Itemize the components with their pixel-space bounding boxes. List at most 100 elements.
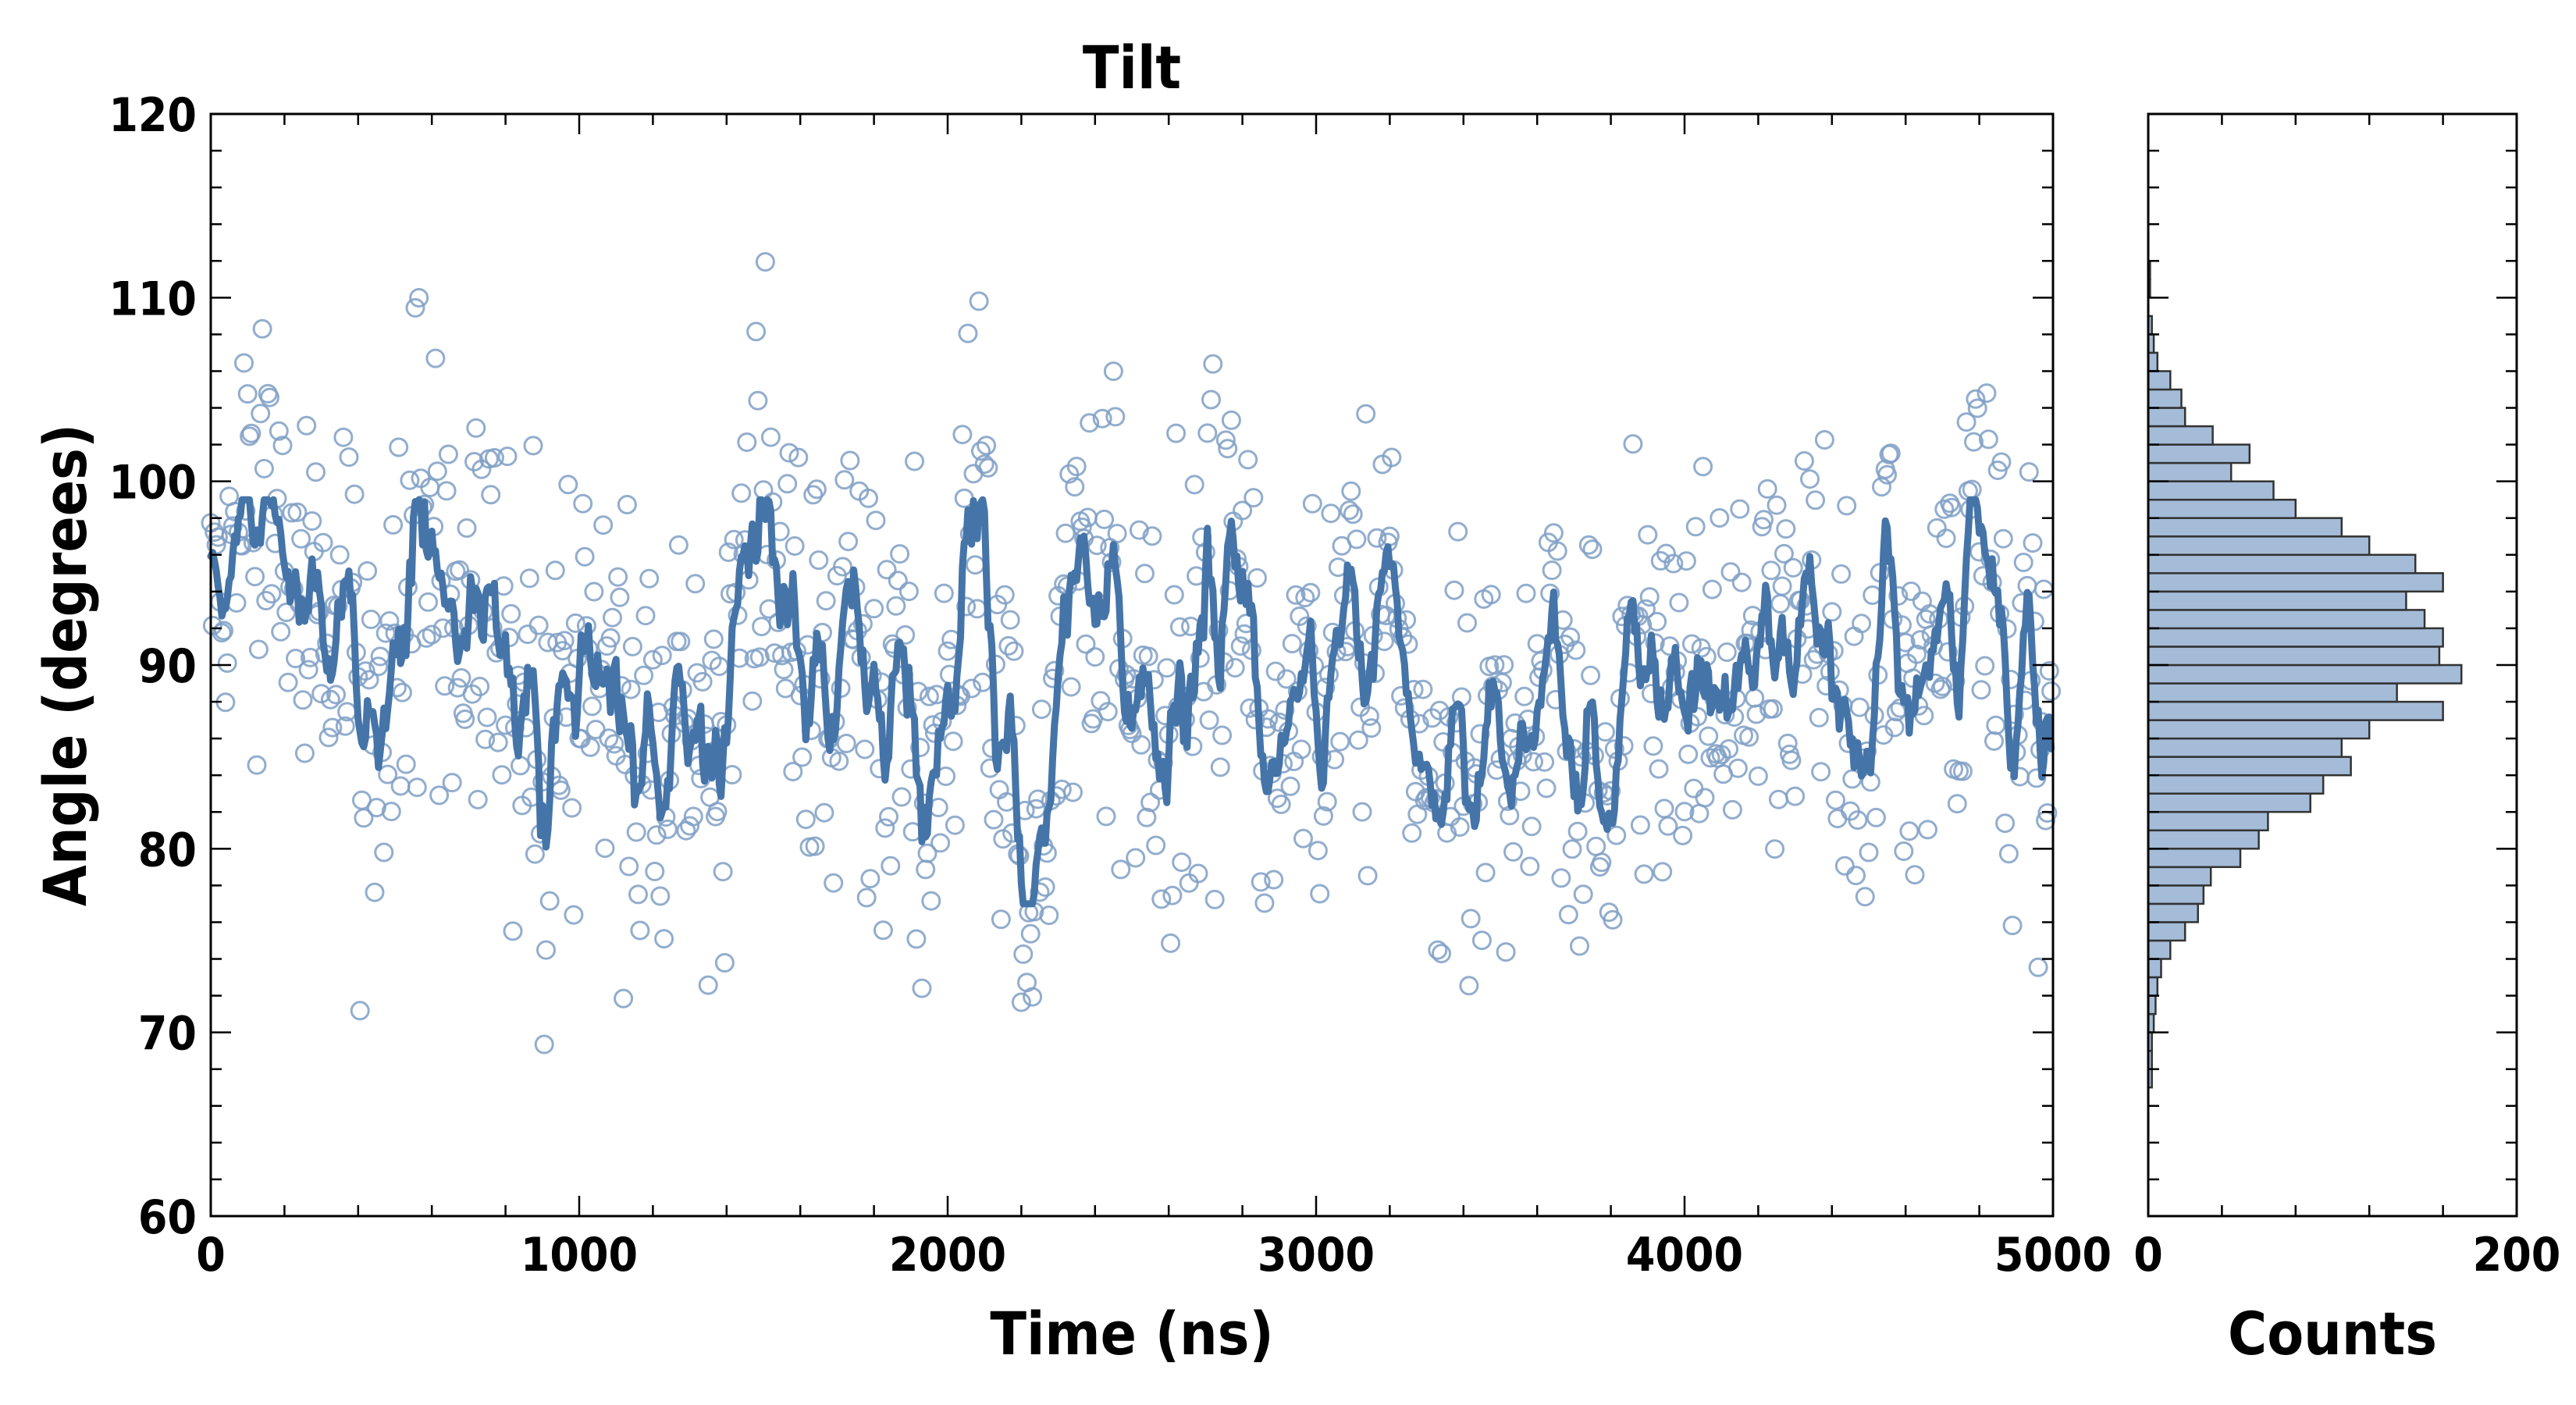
scatter-point [466, 418, 486, 438]
scatter-point [2033, 579, 2054, 599]
scatter-point [1986, 715, 2006, 735]
scatter-point [836, 734, 856, 753]
scatter-point [1215, 430, 1236, 450]
scatter-point [873, 920, 893, 941]
scatter-point [1494, 655, 1514, 675]
histogram-bar [2147, 700, 2444, 721]
scatter-point [381, 802, 401, 822]
scatter-point [855, 739, 875, 759]
scatter-point [503, 921, 523, 941]
scatter-point [1524, 752, 1543, 772]
scatter-point [748, 390, 768, 411]
scatter-point [774, 660, 794, 680]
scatter-point [1918, 820, 1937, 840]
scatter-point [1536, 778, 1557, 799]
scatter-point [260, 387, 279, 407]
scatter-point [1592, 852, 1612, 873]
chart-title: Tilt [1083, 33, 1181, 102]
scatter-point [958, 323, 978, 343]
scatter-point [1573, 884, 1593, 905]
histogram-bar [2147, 848, 2242, 869]
scatter-point [1218, 439, 1238, 459]
scatter-point [390, 776, 411, 796]
scatter-point [1432, 944, 1451, 964]
histogram-bar [2147, 811, 2269, 832]
scatter-point [906, 929, 927, 949]
scatter-point [335, 716, 355, 736]
scatter-point [1157, 658, 1177, 678]
scatter-point [1826, 790, 1845, 810]
scatter-point [962, 678, 982, 699]
scatter-point [1413, 679, 1433, 699]
scatter-point [1684, 778, 1704, 799]
scatter-point [1570, 936, 1589, 956]
scatter-point [322, 717, 343, 738]
scatter-point [895, 625, 916, 645]
scatter-point [1031, 699, 1051, 720]
scatter-point [245, 567, 265, 587]
scatter-point [1702, 579, 1722, 599]
scatter-point [400, 470, 420, 490]
scatter-point [1348, 730, 1368, 750]
scatter-point [1635, 599, 1656, 619]
scatter-point [1700, 748, 1720, 768]
scatter-point [1197, 423, 1218, 443]
scatter-point [293, 690, 313, 710]
scatter-point [864, 599, 884, 619]
scatter-point [1169, 617, 1190, 637]
scatter-point [1846, 866, 1866, 886]
scatter-point [737, 432, 757, 452]
scatter-point [1428, 940, 1448, 960]
scatter-point [1138, 646, 1158, 667]
scatter-point [375, 623, 396, 643]
scatter-point [252, 318, 272, 339]
scatter-point [1606, 825, 1627, 845]
scatter-point [1011, 992, 1031, 1012]
scatter-point [608, 567, 628, 587]
scatter-point [1450, 817, 1470, 837]
scatter-point [470, 677, 490, 696]
scatter-point [1693, 457, 1713, 477]
scatter-point [1663, 553, 1684, 574]
scatter-point [1720, 562, 1741, 582]
scatter-point [1394, 698, 1414, 718]
histogram-bar [2147, 682, 2398, 703]
scatter-point [603, 607, 622, 628]
scatter-point [374, 842, 394, 863]
scatter-point [806, 479, 827, 500]
scatter-point [1984, 731, 2004, 751]
scatter-point [2023, 533, 2043, 553]
scatter-point [614, 988, 634, 1008]
scatter-point [646, 825, 667, 845]
scatter-point [584, 582, 604, 602]
scatter-point [783, 762, 803, 781]
scatter-point [890, 544, 910, 564]
scatter-point [1906, 644, 1927, 664]
scatter-point [824, 873, 844, 893]
scatter-point [475, 729, 496, 749]
scatter-point [1459, 976, 1479, 996]
scatter-point [1161, 933, 1181, 953]
scatter-point [389, 437, 409, 457]
y-tick-label: 60 [138, 1190, 197, 1245]
histogram-bar [2147, 866, 2212, 887]
scatter-point [1855, 887, 1875, 907]
scatter-point [795, 809, 816, 830]
scatter-point [418, 592, 438, 612]
scatter-point [451, 668, 471, 688]
scatter-point [1026, 799, 1046, 819]
scatter-point [276, 603, 297, 622]
scatter-point [1894, 841, 1914, 861]
scatter-point [1927, 518, 1947, 538]
scatter-point [956, 596, 977, 617]
scatter-point [1699, 726, 1719, 746]
scatter-point [1146, 835, 1166, 855]
scatter-point [1623, 434, 1643, 454]
histogram-bar [2147, 939, 2172, 960]
scatter-point [1172, 852, 1192, 873]
smoothed-line-group [207, 496, 2055, 908]
scatter-point [534, 1034, 554, 1055]
scatter-point [1676, 551, 1696, 571]
scatter-point [1000, 610, 1020, 630]
scatter-point [1520, 856, 1540, 877]
